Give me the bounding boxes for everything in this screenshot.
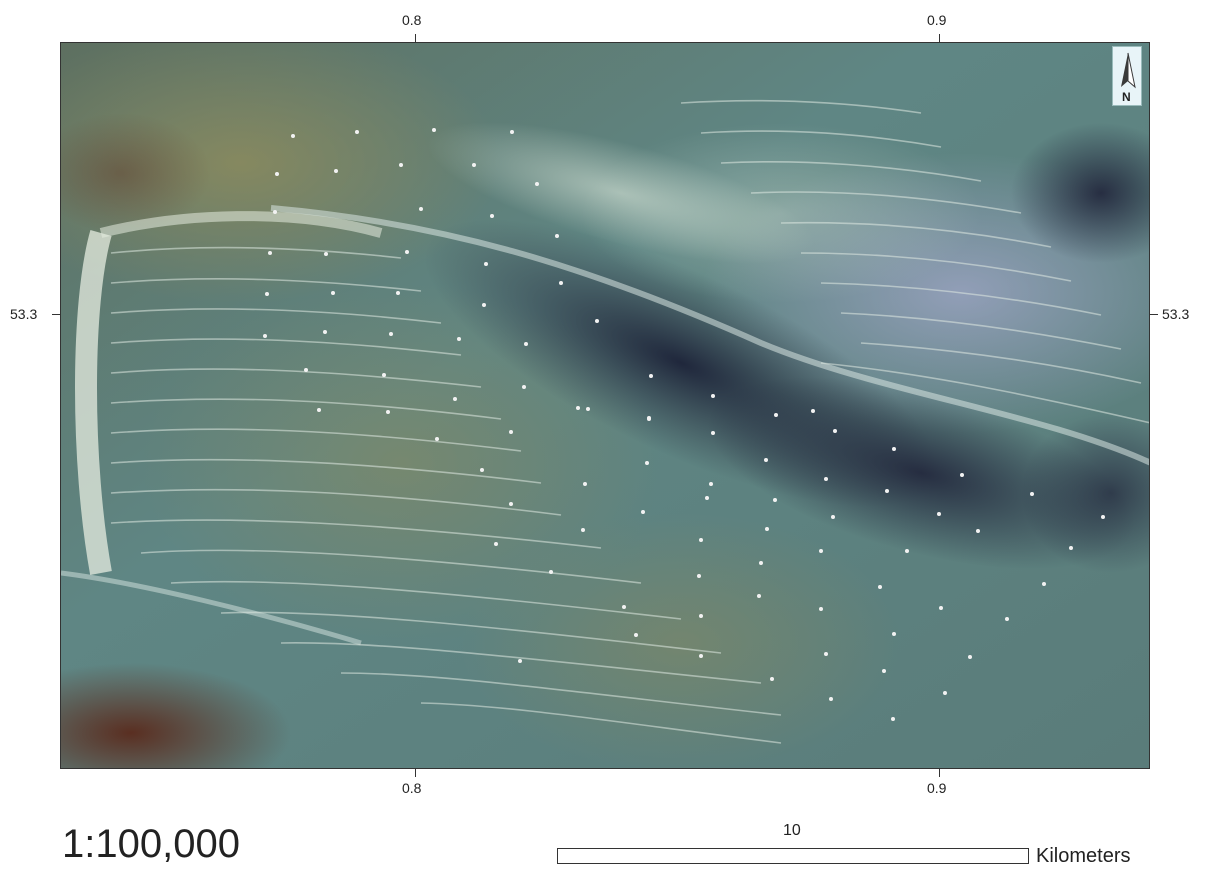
bottom-tick-0 xyxy=(415,769,416,777)
right-lat-label: 53.3 xyxy=(1162,306,1190,322)
left-tick xyxy=(52,314,60,315)
top-lon-label-1: 0.9 xyxy=(927,12,947,28)
north-arrow-icon: N xyxy=(1112,46,1142,106)
bottom-lon-label-0: 0.8 xyxy=(402,780,422,796)
right-tick xyxy=(1150,314,1158,315)
sand-ripples xyxy=(110,99,1149,744)
bottom-tick-1 xyxy=(939,769,940,777)
scalebar-value: 10 xyxy=(783,822,801,839)
wind-turbines xyxy=(263,128,1105,721)
map-scale-ratio: 1:100,000 xyxy=(62,822,240,866)
scalebar xyxy=(557,848,1029,864)
north-label: N xyxy=(1122,90,1131,104)
top-tick-1 xyxy=(939,34,940,42)
top-lon-label-0: 0.8 xyxy=(402,12,422,28)
left-lat-label: 53.3 xyxy=(10,306,38,322)
scalebar-unit: Kilometers xyxy=(1036,845,1131,867)
bottom-lon-label-1: 0.9 xyxy=(927,780,947,796)
top-tick-0 xyxy=(415,34,416,42)
sandbank-imagery xyxy=(61,43,1149,768)
satellite-map[interactable] xyxy=(60,42,1150,769)
